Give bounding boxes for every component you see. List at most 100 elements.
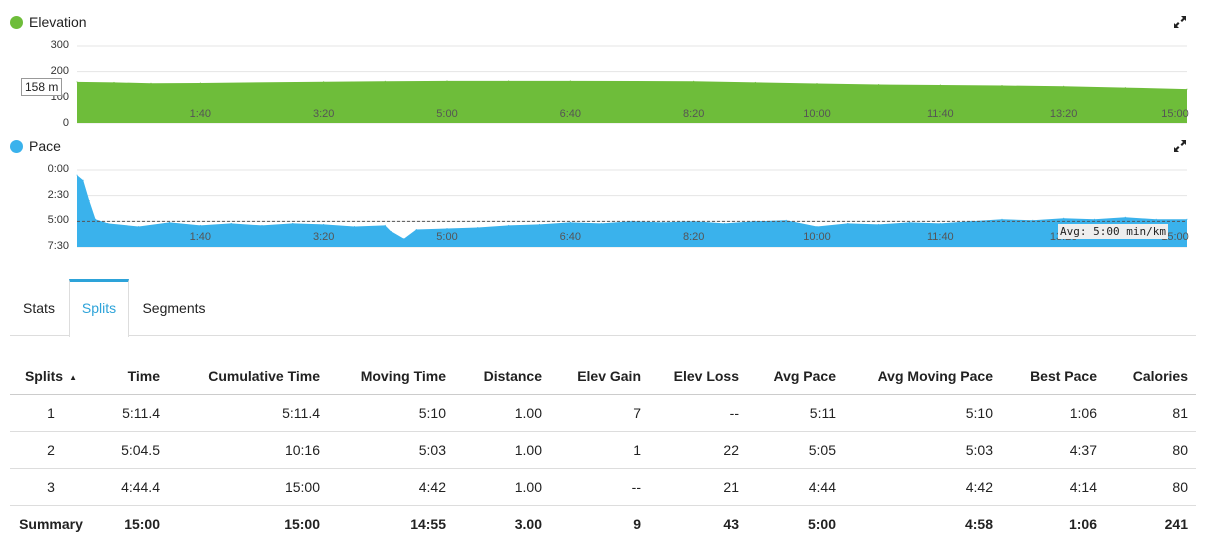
table-cell: 1 xyxy=(10,394,100,432)
table-cell: 80 xyxy=(1105,468,1196,506)
data-point xyxy=(76,174,78,176)
x-tick: 8:20 xyxy=(682,231,705,243)
data-point xyxy=(323,81,325,83)
table-cell: 5:04.5 xyxy=(100,431,168,469)
y-tick: 0:00 xyxy=(47,163,69,175)
pace-legend[interactable]: Pace xyxy=(10,138,61,154)
tab-bar: Stats Splits Segments xyxy=(10,279,1196,337)
table-row[interactable]: 3 4:44.4 15:00 4:42 1.00 -- 21 4:44 4:42 4:14 80 xyxy=(10,468,1196,506)
header-moving-time[interactable]: Moving Time xyxy=(328,358,454,395)
x-tick: 11:40 xyxy=(926,231,954,243)
table-cell: 15:00 xyxy=(168,468,328,506)
table-row[interactable]: 2 5:04.5 10:16 5:03 1.00 1 22 5:05 5:03 4:37 80 xyxy=(10,431,1196,469)
y-tick: 0 xyxy=(62,117,69,129)
header-elev-gain[interactable]: Elev Gain xyxy=(550,358,649,395)
table-cell: 5:11.4 xyxy=(168,394,328,432)
table-cell: 5:11 xyxy=(747,394,844,432)
table-cell: 4:37 xyxy=(1001,431,1105,469)
elevation-plot[interactable] xyxy=(76,45,1188,124)
data-point xyxy=(88,200,90,202)
table-cell: 5:10 xyxy=(328,394,454,432)
header-time[interactable]: Time xyxy=(100,358,168,395)
table-cell: 4:42 xyxy=(844,468,1001,506)
data-point xyxy=(1124,87,1126,89)
table-cell: 10:16 xyxy=(168,431,328,469)
header-avg-pace[interactable]: Avg Pace xyxy=(747,358,844,395)
pace-chart: Pace 0:00 2:30 5:00 7:30 1:40 3:20 5:00 6:4… xyxy=(0,130,1210,252)
x-tick: 3:20 xyxy=(312,231,335,243)
x-tick: 11:40 xyxy=(926,108,954,120)
data-point xyxy=(384,80,386,82)
x-tick: 10:00 xyxy=(803,231,831,243)
summary-cell: 43 xyxy=(723,515,739,532)
data-point xyxy=(230,222,232,224)
x-tick: 13:20 xyxy=(1049,108,1078,120)
data-point xyxy=(138,226,140,227)
header-calories[interactable]: Calories xyxy=(1105,358,1196,395)
header-elev-loss[interactable]: Elev Loss xyxy=(649,358,747,395)
table-row[interactable]: 1 5:11.4 5:11.4 5:10 1.00 7 -- 5:11 5:10 1:06 81 xyxy=(10,394,1196,432)
data-point xyxy=(754,220,756,222)
elevation-legend[interactable]: Elevation xyxy=(10,14,87,30)
data-point xyxy=(909,221,910,223)
data-point xyxy=(816,226,818,227)
x-tick: 1:40 xyxy=(189,108,212,120)
x-tick: 10:00 xyxy=(803,108,831,120)
tab-stats[interactable]: Stats xyxy=(23,299,55,316)
data-point xyxy=(169,221,170,223)
header-distance[interactable]: Distance xyxy=(454,358,550,395)
table-cell: 5:03 xyxy=(328,431,454,469)
table-cell: 4:14 xyxy=(1001,468,1105,506)
pace-plot[interactable] xyxy=(76,169,1188,248)
summary-cell: 15:00 xyxy=(284,515,320,532)
table-cell: 5:03 xyxy=(844,431,1001,469)
avg-pace-label: Avg: 5:00 min/km xyxy=(1058,224,1168,239)
data-point xyxy=(785,219,787,221)
table-cell: 3 xyxy=(10,468,100,506)
data-point xyxy=(939,222,941,224)
table-cell: 81 xyxy=(1105,394,1196,432)
expand-icon[interactable] xyxy=(1172,138,1188,154)
summary-cell: 4:58 xyxy=(964,515,993,532)
table-cell: 5:05 xyxy=(747,431,844,469)
tab-segments[interactable]: Segments xyxy=(142,299,206,316)
table-cell: 80 xyxy=(1105,431,1196,469)
data-point xyxy=(1186,88,1188,90)
table-cell: 22 xyxy=(649,431,747,469)
data-point xyxy=(724,222,725,224)
elevation-legend-dot xyxy=(10,15,23,29)
x-tick: 8:20 xyxy=(682,108,705,120)
data-point xyxy=(1094,218,1095,220)
header-best-pace[interactable]: Best Pace xyxy=(1001,358,1105,395)
summary-row: Summary 15:00 15:00 14:55 3.00 9 43 5:00 4:58 1:0… xyxy=(10,505,1196,542)
data-point xyxy=(391,231,392,233)
data-point xyxy=(847,222,849,224)
y-tick: 7:30 xyxy=(47,240,69,252)
header-splits[interactable]: Splits ▲ xyxy=(10,358,100,395)
expand-icon[interactable] xyxy=(1172,14,1188,30)
data-point xyxy=(878,84,880,85)
x-tick: 5:00 xyxy=(436,231,458,243)
data-point xyxy=(113,81,115,83)
tab-splits[interactable]: Splits xyxy=(69,279,129,337)
pace-legend-dot xyxy=(10,139,23,153)
data-point xyxy=(446,228,448,229)
table-cell: 5:11.4 xyxy=(100,394,168,432)
data-point xyxy=(1155,218,1157,220)
data-point xyxy=(754,81,756,83)
table-cell: 1.00 xyxy=(454,431,550,469)
table-cell: 1:06 xyxy=(1001,394,1105,432)
data-point xyxy=(569,221,571,223)
x-tick: 15:00 xyxy=(1161,231,1189,243)
y-tick: 300 xyxy=(50,39,69,51)
summary-cell: 9 xyxy=(633,515,641,532)
summary-cell: 15:00 xyxy=(124,515,160,532)
data-point xyxy=(76,81,78,83)
x-tick: 6:40 xyxy=(559,108,582,120)
splits-table: Splits ▲ Time Cumulative Time Moving Time… xyxy=(10,358,1196,542)
x-tick: 6:40 xyxy=(559,231,582,243)
header-avg-moving-pace[interactable]: Avg Moving Pace xyxy=(844,358,1001,395)
table-cell: -- xyxy=(550,468,649,506)
header-cumulative-time[interactable]: Cumulative Time xyxy=(168,358,328,395)
data-point xyxy=(693,80,695,82)
